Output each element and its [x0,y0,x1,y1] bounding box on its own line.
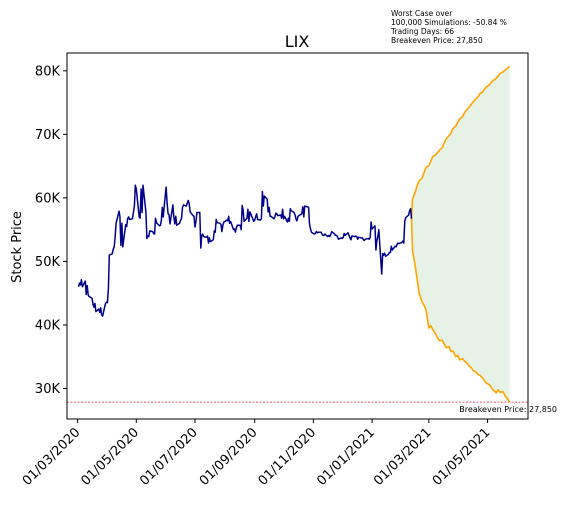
x-tick-label: 01/03/2021 [371,425,435,489]
y-tick-label: 50K [35,255,61,270]
breakeven-label: Breakeven Price: 27,850 [459,405,557,414]
annotation-line-2: 100,000 Simulations: -50.84 % [391,18,507,27]
plot-frame [66,52,529,420]
annotation-line-3: Trading Days: 66 [391,27,455,36]
chart-title: LIX [285,32,310,51]
historical-price-line [77,184,413,317]
x-tick-label: 01/11/2020 [256,425,320,489]
y-tick-label: 40K [35,318,61,333]
annotation-line-1: Worst Case over [391,9,453,18]
x-tick-label: 01/03/2020 [20,425,84,489]
plot-area: Breakeven Price: 27,850 [67,65,557,414]
y-tick-label: 30K [35,382,61,397]
x-tick-label: 01/05/2020 [79,425,143,489]
y-tick-label: 60K [35,191,61,206]
y-axis-label: Stock Price [10,211,25,283]
x-tick-label: 01/09/2020 [197,425,261,489]
worst-case-annotation: Worst Case over 100,000 Simulations: -50… [391,9,507,45]
upper-simulation-line [410,65,511,219]
y-tick-label: 70K [35,128,61,143]
x-tick-label: 01/01/2021 [314,425,378,489]
x-tick-label: 01/05/2021 [430,425,494,489]
annotation-line-4: Breakeven Price: 27,850 [391,36,483,45]
simulation-band [411,66,510,403]
lower-simulation-line [410,218,511,403]
x-tick-label: 01/07/2020 [137,425,201,489]
y-tick-label: 80K [35,64,61,79]
